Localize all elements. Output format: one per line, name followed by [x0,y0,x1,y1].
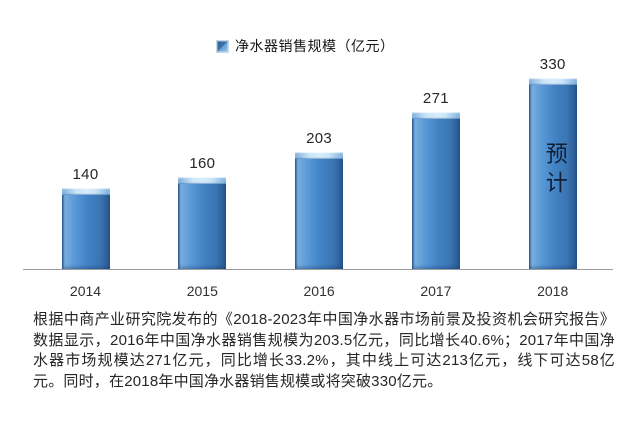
x-axis-label: 2017 [420,283,452,299]
bar-2015 [178,177,227,269]
x-axis-label: 2016 [303,283,335,299]
x-axis-line [23,269,613,270]
bar-2017 [411,112,460,269]
bar-value-label: 203 [306,130,333,147]
x-axis-label: 2015 [186,283,218,299]
bar-value-label: 160 [189,155,216,172]
bar-value-label: 330 [539,56,566,73]
forecast-annotation: 预计 [541,142,567,200]
chart-description-text: 根据中商产业研究院发布的《2018-2023年中国净水器市场前景及投资机会研究报… [33,311,615,390]
x-axis-label: 2014 [69,283,102,299]
chart-legend: 净水器销售规模（亿元） [217,36,395,56]
bar-value-label: 140 [72,166,99,183]
bar-2016 [295,152,344,269]
bar-2014 [61,188,110,269]
legend-marker-icon [217,40,228,52]
legend-label: 净水器销售规模（亿元） [235,38,395,54]
bar-2018: 预计 [528,78,577,269]
x-axis-label: 2018 [537,283,569,299]
bar-value-label: 271 [422,90,449,107]
